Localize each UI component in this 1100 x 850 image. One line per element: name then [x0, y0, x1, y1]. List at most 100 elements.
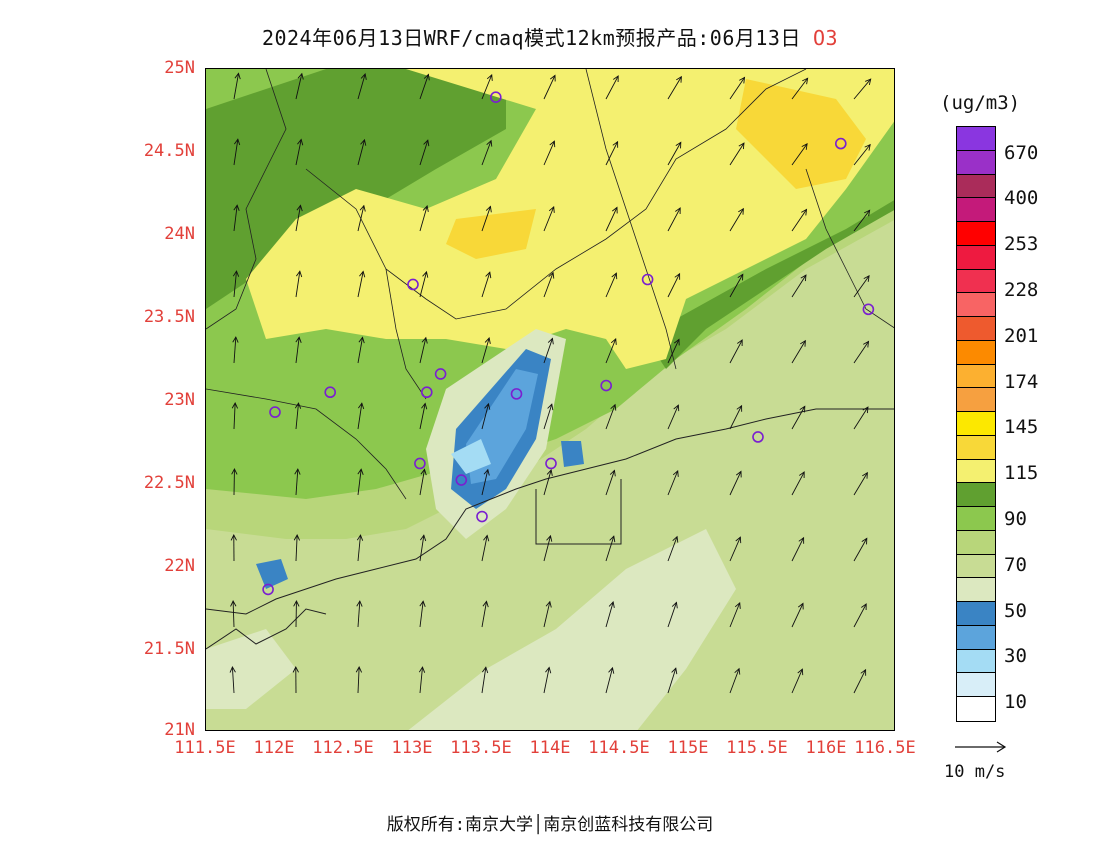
fill-115-145-center — [446, 209, 536, 259]
wind-arrow — [481, 667, 487, 694]
wind-arrow — [231, 667, 235, 694]
wind-arrow-head — [608, 666, 615, 674]
wind-arrow-head — [295, 336, 302, 343]
wind-arrow-head — [481, 666, 489, 674]
legend-swatch — [957, 554, 995, 579]
wind-arrow — [295, 535, 298, 562]
legend-swatch — [957, 364, 995, 389]
wind-arrow-head — [801, 143, 808, 150]
wind-arrow — [853, 78, 872, 100]
wind-arrow-head — [864, 209, 871, 217]
wind-arrow-head — [483, 468, 490, 476]
wind-arrow — [419, 337, 427, 364]
concentration-fill — [206, 69, 894, 730]
south-sea-fill — [206, 499, 894, 730]
legend-unit: (ug/m3) — [940, 92, 1021, 114]
wind-arrow — [543, 601, 551, 628]
map-panel — [205, 68, 895, 731]
wind-arrow — [791, 668, 803, 694]
station-marker — [476, 510, 488, 523]
wind-arrow-head — [864, 143, 871, 151]
wind-arrow-head — [486, 73, 493, 81]
wind-arrow — [667, 207, 681, 232]
wind-arrow — [791, 77, 809, 100]
wind-arrow — [605, 207, 618, 232]
wind-arrow-head — [798, 536, 805, 544]
wind-arrow — [295, 271, 301, 298]
wind-arrow-head — [357, 468, 364, 475]
fill-10-30 — [451, 439, 491, 474]
wind-arrow — [729, 274, 744, 298]
wind-arrow-head — [675, 141, 682, 149]
wind-arrow-head — [293, 600, 300, 607]
wind-arrow — [605, 470, 615, 496]
wind-arrow — [357, 667, 360, 694]
legend-swatch — [957, 483, 995, 507]
station-marker — [510, 388, 523, 400]
wind-arrow — [481, 206, 491, 232]
wind-arrow-head — [802, 77, 809, 85]
wind-arrow-head — [861, 603, 867, 611]
y-tick-21-5n: 21.5N — [143, 639, 195, 659]
wind-arrow — [357, 337, 363, 364]
wind-arrow — [295, 205, 301, 232]
wind-arrow — [729, 602, 741, 628]
wind-arrow — [233, 337, 237, 364]
wind-arrow — [667, 142, 682, 166]
station-markers — [262, 91, 875, 596]
wind-arrow-head — [549, 140, 556, 148]
legend-label-30: 30 — [1004, 645, 1027, 667]
wind-arrow-head — [231, 468, 238, 475]
wind-arrow-head — [735, 470, 742, 478]
wind-key-label: 10 m/s — [944, 762, 1006, 782]
x-tick-113e: 113E — [391, 738, 433, 758]
wind-arrow-head — [548, 271, 555, 279]
wind-arrow-head — [422, 270, 429, 278]
fill-50-70-sea — [408, 529, 736, 730]
wind-arrow — [233, 403, 236, 430]
wind-arrow-head — [608, 601, 615, 608]
wind-arrow-head — [865, 78, 872, 86]
wind-arrow-head — [546, 469, 553, 476]
wind-arrow-head — [738, 142, 745, 150]
wind-arrow — [357, 469, 362, 496]
legend-swatch — [957, 245, 995, 270]
wind-arrow-head — [737, 273, 744, 281]
wind-key-arrow-icon — [955, 741, 1007, 753]
wind-arrow — [419, 469, 425, 496]
wind-arrow — [419, 601, 424, 628]
wind-arrow — [543, 140, 555, 166]
wind-arrow — [853, 603, 867, 628]
legend-swatch — [957, 198, 995, 222]
ozone-contour-map — [206, 69, 894, 730]
wind-arrow-head — [799, 405, 806, 413]
wind-arrow-head — [799, 471, 805, 479]
wind-arrow — [667, 668, 677, 694]
wind-arrow — [605, 404, 616, 430]
wind-arrow — [791, 406, 806, 430]
legend-swatch — [957, 673, 995, 697]
wind-arrow-head — [737, 339, 743, 347]
wind-arrow-head — [862, 406, 869, 414]
wind-arrow-head — [295, 270, 303, 278]
legend-swatch — [957, 625, 995, 650]
wind-arrow — [481, 140, 492, 166]
wind-arrow — [791, 274, 807, 298]
wind-arrow-head — [360, 138, 367, 146]
wind-arrow — [233, 205, 238, 232]
wind-arrow-head — [292, 666, 299, 673]
legend-swatch — [957, 697, 995, 721]
species-label: O3 — [812, 26, 839, 50]
wind-arrow — [357, 205, 365, 232]
wind-arrow — [853, 406, 869, 430]
hongkong-blue — [561, 441, 584, 467]
wind-arrow — [357, 601, 361, 628]
wind-arrow-head — [671, 601, 678, 609]
wind-arrow — [605, 338, 617, 364]
wind-arrow-head — [294, 468, 301, 475]
wind-arrow — [419, 74, 429, 100]
wind-arrow-head — [422, 205, 429, 212]
wind-arrow-head — [547, 403, 554, 411]
wind-arrow-head — [358, 336, 365, 344]
wind-arrow-head — [234, 72, 241, 80]
